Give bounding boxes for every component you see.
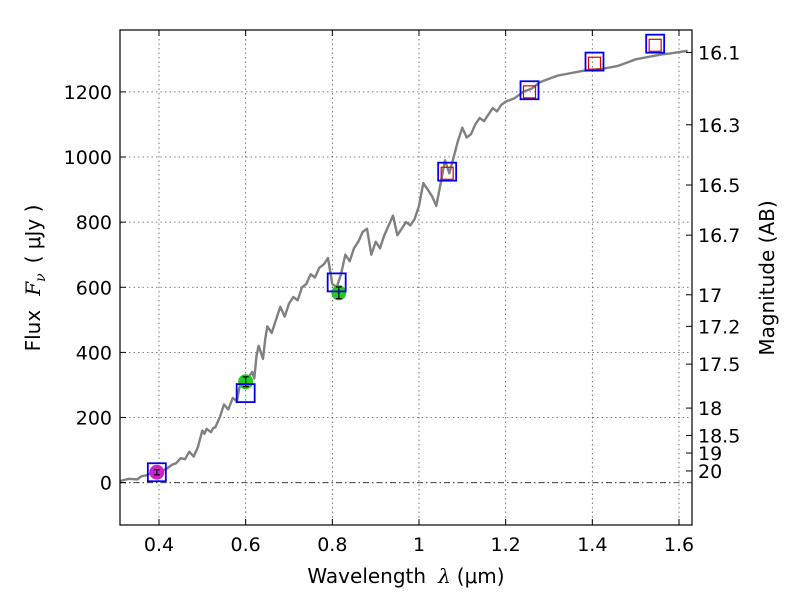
x-axis-title-text: Wavelength [307, 564, 426, 588]
x-tick-label: 1 [413, 534, 425, 556]
mag-tick-label: 17.5 [698, 354, 740, 376]
model-photometry-marker [645, 33, 666, 54]
upper-limit-marker [587, 56, 602, 70]
model-photometry-marker [437, 161, 458, 182]
x-axis-title: Wavelength λ (μm) [307, 564, 504, 588]
mag-tick-label: 18 [698, 398, 722, 420]
y-axis-title: Flux Fν ( μJy ) [21, 205, 49, 352]
model-photometry-marker [519, 80, 540, 101]
x-tick-label: 0.4 [144, 534, 174, 556]
model-photometry-marker [326, 272, 347, 293]
right-axis-title: Magnitude (AB) [755, 200, 779, 355]
mag-tick-label: 17.2 [698, 316, 740, 338]
y-tick-label: 400 [76, 342, 112, 364]
y-tick-label: 0 [100, 473, 112, 495]
y-axis-title-text: Flux [21, 310, 45, 352]
mag-tick-label: 16.1 [698, 42, 740, 64]
y-tick-label: 200 [76, 408, 112, 430]
x-tick-label: 1.2 [491, 534, 521, 556]
mag-tick-label: 19 [698, 443, 722, 465]
x-tick-label: 0.6 [231, 534, 261, 556]
mag-tick-label: 18.5 [698, 425, 740, 447]
y-tick-label: 1000 [64, 147, 112, 169]
mag-tick-label: 17 [698, 285, 722, 307]
x-axis-unit: (μm) [457, 564, 505, 588]
y-axis-subscript: ν [33, 273, 49, 282]
upper-limit-marker [648, 38, 662, 52]
mag-tick-label: 16.3 [698, 115, 740, 137]
plot-content [119, 33, 688, 483]
x-tick-label: 1.4 [577, 534, 607, 556]
x-tick-label: 1.6 [664, 534, 694, 556]
y-tick-label: 600 [76, 277, 112, 299]
ticks: 0.4 0.6 0.8 1 1.2 1.4 1.6 0 200 400 600 800 1000 1200… [64, 30, 740, 556]
plot-frame [119, 29, 693, 526]
y-axis-symbol: F [21, 281, 45, 297]
mag-tick-label: 16.5 [698, 175, 740, 197]
x-axis-symbol: λ [437, 564, 451, 588]
mag-tick-label: 20 [698, 461, 722, 483]
mag-tick-label: 16.7 [698, 225, 740, 247]
y-axis-unit: ( μJy ) [21, 205, 45, 264]
model-photometry-marker [584, 51, 605, 72]
upper-limit-marker [522, 85, 537, 99]
model-photometry-marker [146, 462, 167, 483]
grid [120, 30, 692, 525]
x-tick-label: 0.8 [317, 534, 347, 556]
upper-limit-marker [440, 166, 454, 180]
y-tick-label: 1200 [64, 82, 112, 104]
spectrum-line [119, 49, 688, 483]
y-tick-label: 800 [76, 212, 112, 234]
model-photometry-marker [235, 383, 256, 404]
